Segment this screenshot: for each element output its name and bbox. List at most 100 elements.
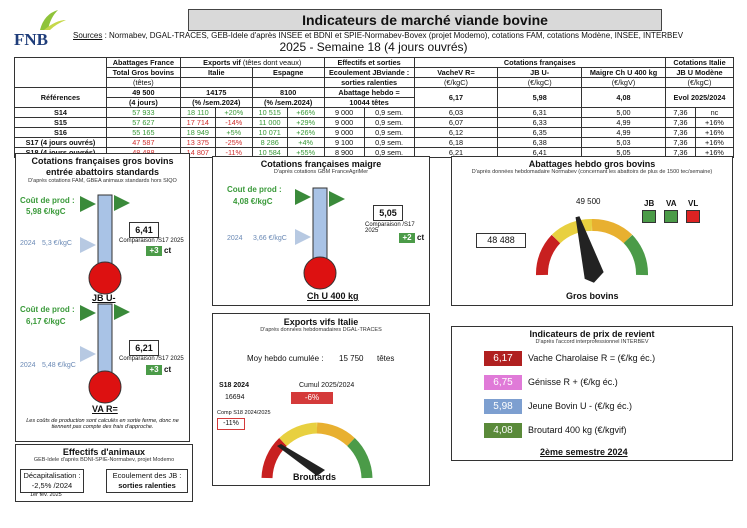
- table-row: S14 57 933 18 110 +20% 10 515 +66% 9 000 0,9 se…: [14, 107, 735, 118]
- jb-value: 6,41: [129, 222, 159, 238]
- cell-e1: 9 000: [323, 107, 365, 118]
- cell-esp: +66%: [286, 107, 325, 118]
- cell-a: 55 165: [105, 127, 181, 138]
- cell-it: 17 714: [179, 117, 216, 128]
- cell-es: 10 515: [251, 107, 288, 118]
- group-abattages: Abattages France: [105, 57, 181, 68]
- sources-text: : Normabev, DGAL-TRACES, GEB-Idele d'apr…: [102, 31, 684, 40]
- cell-e1: 9 000: [323, 117, 365, 128]
- price-value: 4,08: [484, 423, 522, 438]
- price-value: 5,98: [484, 399, 522, 414]
- leaf-icon: [40, 10, 66, 30]
- panel-gros-bovins: Cotations françaises gros bovins entrée …: [15, 153, 190, 442]
- cell-w: S14: [14, 107, 107, 118]
- cell-m: 4,99: [581, 117, 666, 128]
- cell-a: 57 933: [105, 107, 181, 118]
- header-jb: JB U-: [497, 67, 583, 78]
- legend-jb-square: [642, 210, 656, 223]
- cell-e1: 9 000: [323, 127, 365, 138]
- header-vache: VacheV R=: [413, 67, 499, 78]
- cell-m: 5,00: [581, 107, 666, 118]
- thermometer-va: [80, 303, 130, 404]
- cell-jb: 6,33: [497, 117, 583, 128]
- price-label: Génisse R + (€/kg éc.): [528, 377, 618, 387]
- panel-abattages: Abattages hebdo gros bovins D'après donn…: [451, 156, 733, 306]
- cell-a: 47 587: [105, 137, 181, 148]
- group-exports: Exports vif (têtes dont veaux): [179, 57, 325, 68]
- cell-v: 6,18: [413, 137, 499, 148]
- maigre-value: 5,05: [373, 205, 403, 221]
- price-label: Jeune Bovin U - (€/kg éc.): [528, 401, 633, 411]
- cell-w: S15: [14, 117, 107, 128]
- fnb-logo: FNB: [12, 8, 70, 52]
- group-cotations-fr: Cotations françaises: [413, 57, 666, 68]
- cell-mo: 7,36: [664, 107, 696, 118]
- cell-jb: 6,35: [497, 127, 583, 138]
- cell-e2: 0,9 sem.: [363, 117, 415, 128]
- cell-es: 10 071: [251, 127, 288, 138]
- panel-prix-revient: Indicateurs de prix de revient D'après l…: [451, 326, 733, 461]
- cell-jb: 6,31: [497, 107, 583, 118]
- sources-line: Sources : Normabev, DGAL-TRACES, GEB-Ide…: [73, 31, 743, 40]
- cell-it: 14 807: [179, 147, 216, 158]
- header-maigre: Maigre Ch U 400 kg: [581, 67, 666, 78]
- logo-text: FNB: [14, 30, 48, 49]
- cell-itp: +5%: [214, 127, 253, 138]
- abattages-value: 48 488: [476, 233, 526, 248]
- panel-exports-italie: Exports vifs Italie D'après données hebd…: [212, 313, 430, 486]
- cell-w: S16: [14, 127, 107, 138]
- cell-itp: -14%: [214, 117, 253, 128]
- cell-e2: 0,9 sem.: [363, 137, 415, 148]
- ecoul-box: Ecoulement des JB : sorties ralenties: [106, 469, 188, 493]
- cell-v: 6,03: [413, 107, 499, 118]
- legend-vl-square: [686, 210, 700, 223]
- price-label: Broutard 400 kg (€/kgvif): [528, 425, 627, 435]
- gauge-broutards: [261, 422, 373, 479]
- cell-it: 18 110: [179, 107, 216, 118]
- header-italie: Italie: [179, 67, 253, 78]
- cell-v: 6,07: [413, 117, 499, 128]
- cell-mop: +16%: [694, 137, 735, 148]
- group-cotations-it: Cotations Italie: [664, 57, 735, 68]
- cell-w: S17 (4 jours ouvrés): [14, 137, 107, 148]
- market-table: Abattages France Exports vif (têtes dont…: [14, 57, 735, 158]
- cell-m: 5,03: [581, 137, 666, 148]
- table-row: S16 55 165 18 949 +5% 10 071 +26% 9 000 0,9 sem…: [14, 127, 735, 138]
- price-value: 6,17: [484, 351, 522, 366]
- cell-esp: +26%: [286, 127, 325, 138]
- thermometer-maigre: [295, 187, 345, 290]
- header-modene: JB U Modène: [664, 67, 735, 78]
- legend: JB VA VL: [642, 199, 722, 229]
- ref-label: Références: [14, 87, 107, 108]
- cell-it: 13 375: [179, 137, 216, 148]
- cell-v: 6,12: [413, 127, 499, 138]
- legend-va-square: [664, 210, 678, 223]
- cell-mo: 7,36: [664, 117, 696, 128]
- cumul-badge: -6%: [291, 392, 333, 404]
- cell-it: 18 949: [179, 127, 216, 138]
- cell-a: 57 627: [105, 117, 181, 128]
- gauge-abattages: [536, 216, 648, 283]
- price-value: 6,75: [484, 375, 522, 390]
- table-row: S15 57 627 17 714 -14% 11 000 +29% 9 000 0,9 se…: [14, 117, 735, 128]
- header-ecoulement: Ecoulement JBviande :: [323, 67, 415, 78]
- cell-mop: +16%: [694, 117, 735, 128]
- page-title: Indicateurs de marché viande bovine: [188, 9, 662, 31]
- cell-mop: +16%: [694, 127, 735, 138]
- week-title: 2025 - Semaine 18 (4 jours ouvrés): [279, 40, 468, 54]
- cell-es: 8 286: [251, 137, 288, 148]
- cell-m: 4,99: [581, 127, 666, 138]
- cell-es: 11 000: [251, 117, 288, 128]
- va-value: 6,21: [129, 340, 159, 356]
- cell-e2: 0,9 sem.: [363, 127, 415, 138]
- decap-box: Décapitalisation : -2,5% /2024: [20, 469, 84, 493]
- cell-jb: 6,38: [497, 137, 583, 148]
- cell-mo: 7,36: [664, 137, 696, 148]
- header-espagne: Espagne: [251, 67, 325, 78]
- group-effectifs: Effectifs et sorties: [323, 57, 415, 68]
- cell-mop: nc: [694, 107, 735, 118]
- cell-itp: -25%: [214, 137, 253, 148]
- panel-maigre: Cotations françaises maigre D'après cota…: [212, 156, 430, 306]
- cell-itp: +20%: [214, 107, 253, 118]
- panel-effectifs: Effectifs d'animaux GEB-Idele d'après BD…: [15, 444, 193, 502]
